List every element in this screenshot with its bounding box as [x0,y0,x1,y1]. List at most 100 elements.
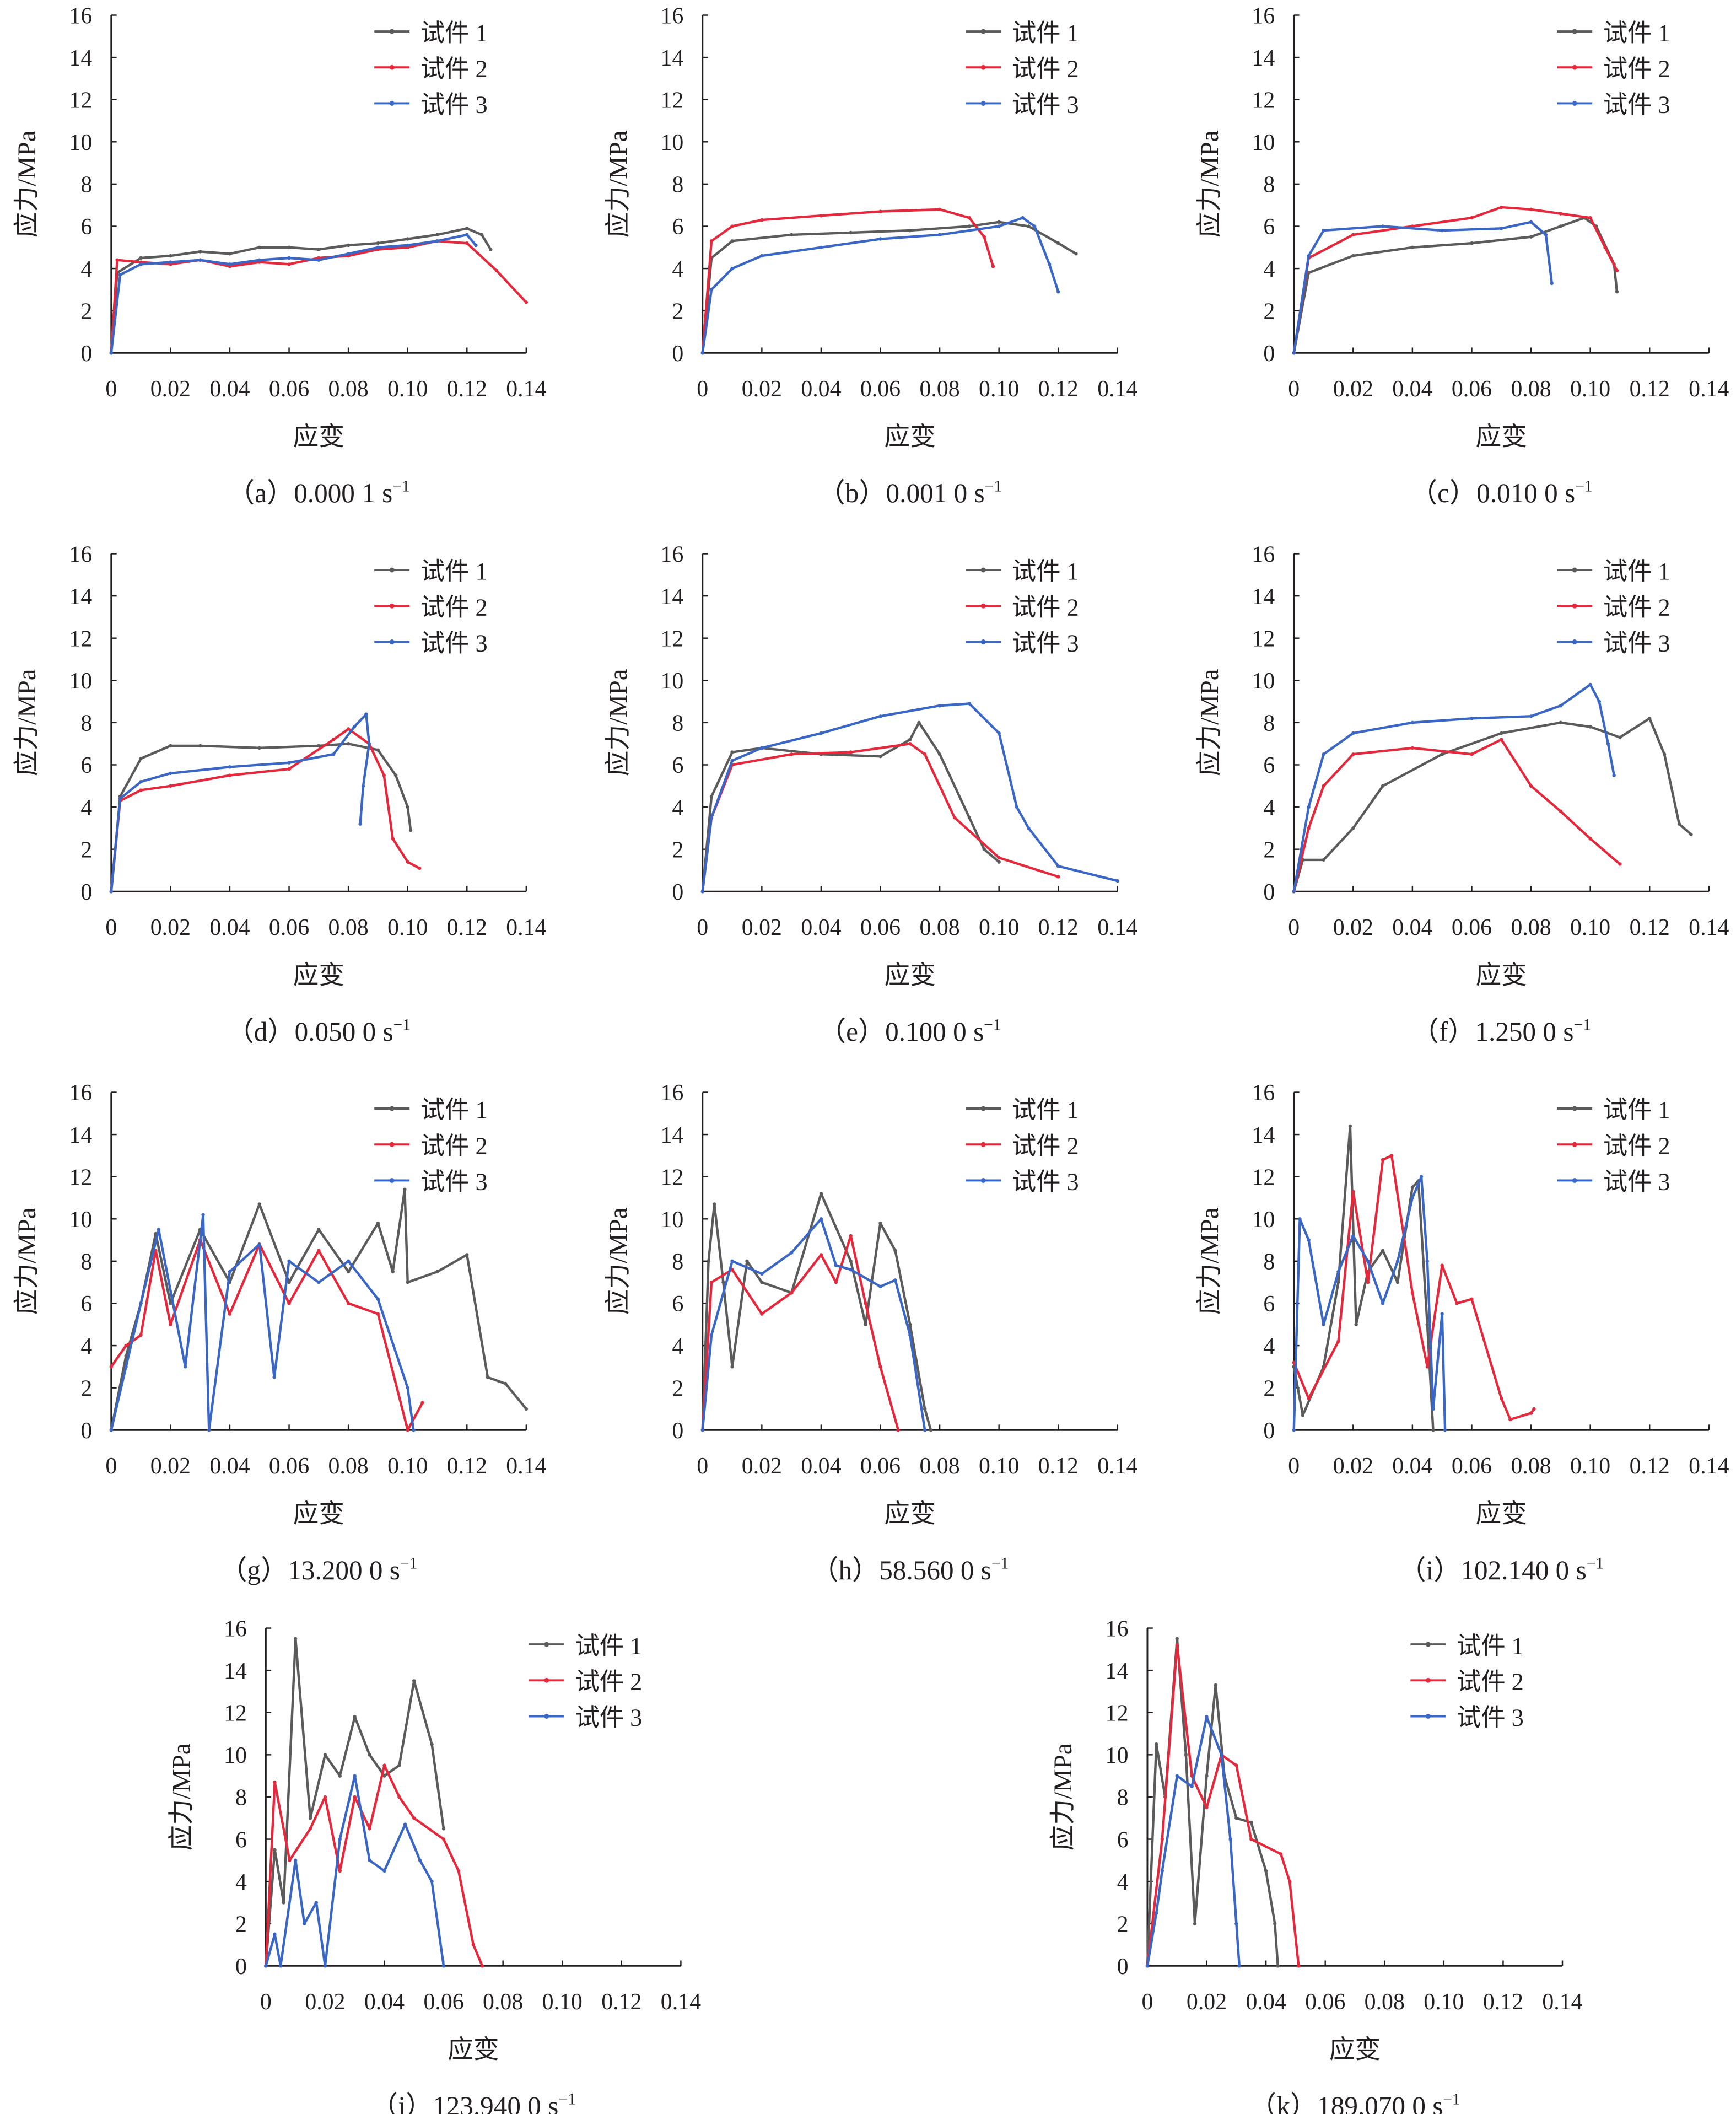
data-point [967,216,972,220]
data-point [937,207,942,212]
data-point [1544,233,1548,237]
y-tick-label: 2 [1117,1912,1129,1937]
x-tick-label: 0.14 [1689,376,1729,402]
data-point [228,1312,232,1316]
y-tick-label: 14 [660,46,683,71]
data-point [1307,1396,1311,1401]
data-point [967,816,972,820]
data-point [1470,1297,1474,1301]
legend-marker [980,567,986,573]
x-tick-label: 0.02 [150,915,191,940]
y-tick-label: 8 [1263,711,1275,736]
y-tick-label: 0 [235,1954,247,1979]
y-tick-label: 0 [672,1418,683,1444]
legend-label-1: 试件 1 [575,1632,642,1659]
data-point [1348,1124,1352,1128]
legend-label-2: 试件 2 [1012,594,1079,621]
y-axis-label: 应力/MPa [13,669,41,776]
y-tick-label: 16 [69,542,93,567]
data-point [1228,1837,1232,1841]
x-tick-label: 0.02 [742,1454,782,1479]
y-tick-label: 4 [1117,1870,1129,1895]
data-point [991,265,995,268]
data-point [937,233,942,237]
series-line-2 [1292,1154,1535,1421]
y-tick-label: 8 [1263,173,1275,198]
legend-marker [389,1178,395,1183]
data-point [1615,290,1619,294]
data-point [1354,1322,1358,1326]
data-point [435,233,439,237]
data-point [228,773,232,777]
data-point [1234,1763,1238,1767]
y-tick-label: 2 [80,1376,92,1401]
data-point [1689,832,1693,837]
data-point [346,243,351,248]
y-tick-label: 16 [224,1616,247,1642]
legend-marker [1572,639,1577,644]
x-tick-label: 0.14 [1689,1454,1729,1479]
x-tick-label: 0.06 [1452,1454,1492,1479]
legend-marker [980,64,986,70]
data-point [287,262,291,266]
data-point [1292,351,1296,355]
data-point [730,750,734,754]
x-tick-label: 0.08 [1511,1454,1551,1479]
data-point [1297,1964,1301,1968]
subplot-c: 0 2 4 6 8 10 12 14 16 0 0.02 0.04 0.06 0.08 0.10 0.12 0.… [1195,3,1729,508]
data-point [1234,1816,1238,1820]
series-line-1 [701,1192,932,1430]
data-point [287,767,291,771]
y-tick-label: 16 [1252,542,1275,567]
data-point [273,1780,277,1784]
data-point [382,1869,386,1873]
y-tick-label: 6 [1263,1292,1275,1317]
legend-marker [980,639,986,644]
legend-marker [389,1106,395,1111]
legend-marker [980,1142,986,1147]
y-tick-label: 2 [80,299,92,324]
data-point [1470,216,1474,220]
data-point [346,727,351,731]
data-point [760,254,764,258]
y-axis-label: 应力/MPa [604,669,633,776]
x-tick-label: 0.06 [860,1454,901,1479]
data-point [1508,1417,1512,1422]
x-tick-label: 0.14 [1542,1989,1582,2015]
x-tick-label: 0 [1141,1989,1153,2015]
y-tick-label: 12 [224,1701,247,1726]
data-point [1160,1869,1164,1873]
data-point [896,1428,900,1432]
data-point [139,262,143,266]
legend-label-3: 试件 3 [1012,92,1079,119]
data-point [1529,235,1533,239]
y-tick-label: 16 [660,1080,683,1106]
y-tick-label: 16 [1106,1616,1129,1642]
y-tick-label: 8 [672,173,683,198]
y-tick-label: 6 [80,753,92,778]
data-point [474,243,478,248]
data-point [1115,879,1120,883]
y-axis-label: 应力/MPa [604,1207,633,1315]
legend-label-2: 试件 2 [1457,1669,1524,1696]
data-point [228,252,232,256]
x-tick-label: 0.10 [1570,376,1610,402]
x-tick-label: 0.08 [1511,915,1551,940]
legend-label-3: 试件 3 [1457,1704,1524,1731]
data-point [352,725,357,729]
data-point [713,1202,716,1206]
data-point [412,1679,416,1683]
subplot-caption: （i）102.140 0 s−1 [1399,1554,1604,1585]
data-point [406,1428,409,1432]
data-point [109,890,113,894]
data-point [1615,268,1619,273]
data-point [1351,752,1355,756]
x-tick-label: 0.08 [919,915,959,940]
y-tick-label: 2 [672,299,683,324]
legend-marker [1572,567,1577,573]
x-tick-label: 0.06 [1305,1989,1345,2015]
x-axis-label: 应变 [885,961,936,990]
y-tick-label: 2 [672,1376,683,1401]
legend-label-1: 试件 1 [1012,558,1079,585]
x-tick-label: 0.12 [1630,915,1670,940]
